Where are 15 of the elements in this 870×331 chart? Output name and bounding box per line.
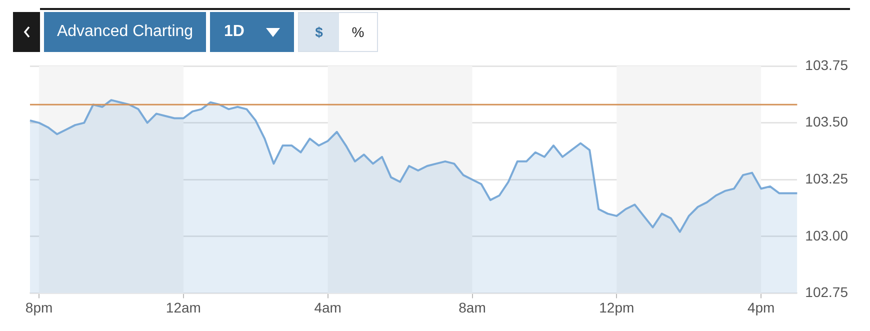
x-tick-label: 12pm xyxy=(599,299,634,316)
y-tick-label: 103.25 xyxy=(805,170,848,186)
text: $ xyxy=(299,13,339,51)
text: Advanced Charting xyxy=(44,12,206,52)
x-tick-label: 8am xyxy=(458,299,486,316)
x-tick-label: 8pm xyxy=(25,299,53,316)
y-tick-label: 103.50 xyxy=(805,114,848,130)
x-tick-label: 12am xyxy=(166,299,201,316)
text: 1D xyxy=(224,23,244,41)
y-tick-label: 103.75 xyxy=(805,56,848,73)
y-tick-label: 102.75 xyxy=(805,284,848,300)
text: % xyxy=(339,13,377,51)
x-tick-label: 4pm xyxy=(747,299,775,316)
x-tick-label: 4am xyxy=(314,299,342,316)
y-tick-label: 103.00 xyxy=(805,227,848,244)
